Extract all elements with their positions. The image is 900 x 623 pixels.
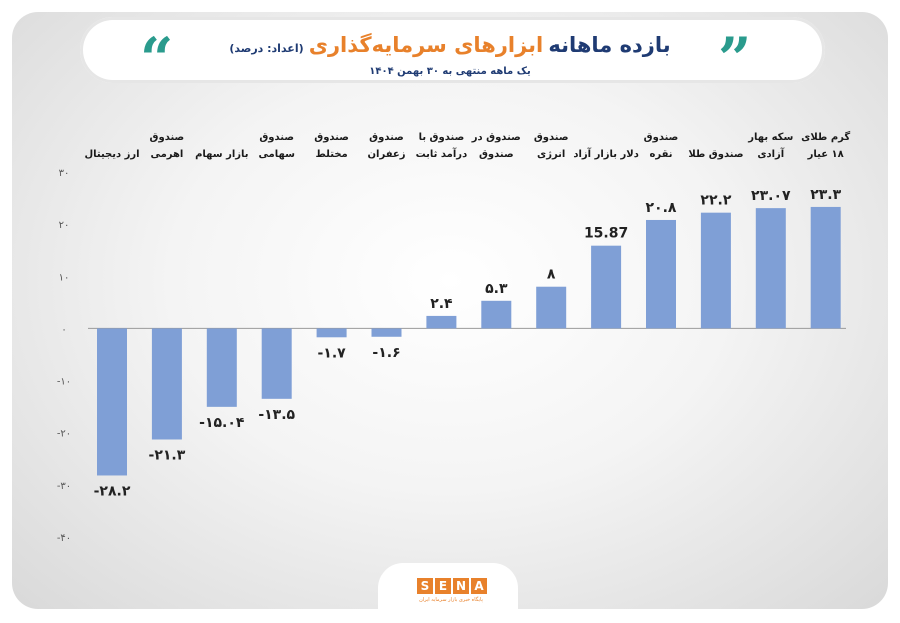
bar — [755, 208, 786, 329]
bar — [316, 328, 347, 338]
bar — [97, 328, 127, 476]
title-banner — [80, 17, 825, 83]
x-tick-label: گرم طلای — [801, 130, 850, 143]
title-main: بازده ماهانه — [548, 33, 671, 57]
data-label: 15.87 — [584, 226, 628, 242]
page-title: بازده ماهانه ابزارهای سرمایه‌گذاری (اعدا… — [200, 33, 700, 57]
logo-letter: S — [417, 578, 433, 594]
data-label: -۱.۷ — [317, 345, 346, 361]
data-label: -۱۵.۰۴ — [199, 415, 245, 431]
bar — [591, 245, 622, 329]
subtitle: یک ماهه منتهی به ۳۰ بهمن ۱۴۰۴ — [369, 66, 531, 77]
title-accent: ابزارهای سرمایه‌گذاری — [308, 33, 544, 57]
x-tick-label: زعفران — [368, 149, 406, 160]
x-tick-label: بازار سهام — [195, 149, 248, 160]
y-tick-label: ۳۰ — [59, 168, 70, 179]
data-label: -۲۸.۲ — [94, 483, 131, 499]
x-tick-label: صندوق — [150, 132, 185, 143]
bar — [646, 219, 676, 329]
sena-logo: S E N A — [417, 578, 487, 594]
bar — [151, 328, 182, 440]
y-tick-label: -۴۰ — [57, 533, 71, 544]
x-tick-label: نقره — [649, 149, 672, 160]
data-label: ۲۰.۸ — [646, 200, 677, 216]
data-label: ۸ — [547, 267, 556, 283]
logo-letter: N — [453, 578, 469, 594]
quote-right-icon: ” — [718, 25, 752, 93]
data-label: -۱۳.۵ — [258, 407, 295, 423]
x-tick-label: سهامی — [258, 149, 295, 160]
logo-tagline: پایگاه خبری بازار سرمایه ایران — [419, 597, 483, 603]
quote-left-icon: “ — [140, 25, 174, 93]
bar — [261, 328, 292, 399]
x-tick-label: مختلط — [315, 149, 347, 160]
x-tick-label: ارز دیجیتال — [84, 149, 139, 160]
bar — [371, 328, 402, 337]
unit-note: (اعداد: درصد) — [229, 42, 304, 55]
x-tick-label: ۱۸ عیار — [807, 149, 844, 160]
x-tick-label: صندوق در — [471, 132, 521, 143]
x-tick-label: انرژی — [537, 149, 565, 160]
x-tick-label: صندوق — [369, 132, 404, 143]
x-tick-label: سکه بهار — [747, 132, 793, 143]
data-label: ۲۳.۳ — [810, 187, 841, 203]
chart-card — [12, 12, 888, 609]
x-tick-label: دلار بازار آزاد — [573, 147, 639, 160]
x-tick-label: درآمد ثابت — [416, 147, 468, 160]
x-tick-label: اهرمی — [150, 149, 183, 160]
x-tick-label: صندوق — [534, 132, 569, 143]
bar — [426, 315, 457, 329]
data-label: ۲۲.۲ — [700, 193, 731, 209]
x-tick-label: صندوق — [479, 149, 514, 160]
bar — [536, 286, 567, 329]
y-tick-label: ۱۰ — [59, 272, 70, 283]
data-label: -۱.۶ — [372, 345, 400, 361]
data-label: ۲.۴ — [430, 296, 453, 312]
bar — [810, 206, 841, 329]
x-tick-label: آزادی — [757, 147, 784, 160]
data-label: ۵.۳ — [485, 281, 508, 297]
x-tick-label: صندوق طلا — [688, 149, 743, 160]
data-label: -۲۱.۳ — [149, 447, 186, 463]
data-label: ۲۳.۰۷ — [751, 188, 791, 204]
x-tick-label: صندوق — [314, 132, 349, 143]
logo-letter: A — [471, 578, 487, 594]
x-tick-label: صندوق — [259, 132, 294, 143]
y-tick-label: -۲۰ — [57, 429, 71, 440]
bar — [481, 300, 512, 329]
y-tick-label: -۱۰ — [57, 377, 71, 388]
y-tick-label: -۳۰ — [57, 481, 71, 492]
y-tick-label: ۲۰ — [59, 220, 70, 231]
bar — [700, 212, 731, 329]
x-tick-label: صندوق — [644, 132, 679, 143]
x-tick-label: صندوق با — [419, 132, 465, 143]
bar — [206, 328, 237, 407]
y-tick-label: ۰ — [61, 324, 66, 335]
logo-letter: E — [435, 578, 451, 594]
